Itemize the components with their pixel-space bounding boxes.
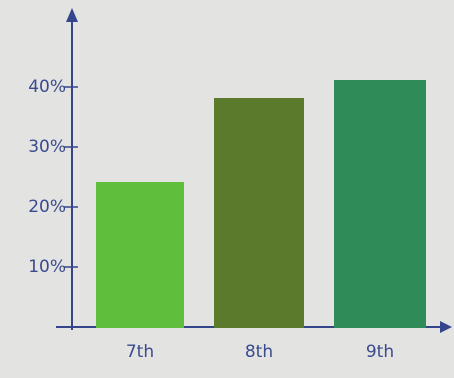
bar [334,80,426,328]
x-tick-label: 8th [245,342,273,362]
y-tick-label: 40% [28,77,66,97]
bar [96,182,184,328]
y-tick-label: 20% [28,197,66,217]
y-axis-arrow [66,8,78,22]
bar [214,98,304,328]
x-tick-label: 9th [366,342,394,362]
y-tick-label: 10% [28,257,66,277]
x-axis-arrow [440,321,452,333]
y-tick-label: 30% [28,137,66,157]
x-tick-label: 7th [126,342,154,362]
